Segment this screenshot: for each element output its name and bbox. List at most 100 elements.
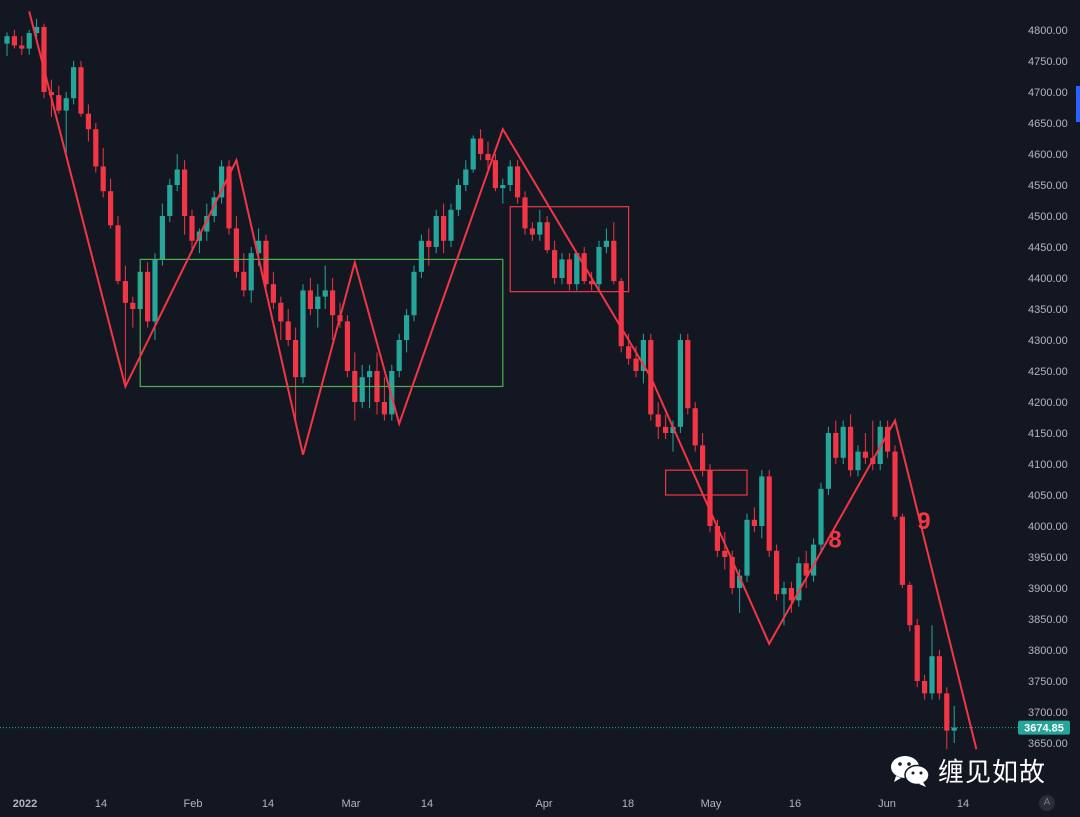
candle-body — [737, 575, 743, 588]
candle-body — [936, 656, 942, 694]
price-tick-label: 4500.00 — [1028, 211, 1068, 223]
candle — [803, 550, 809, 588]
candle — [544, 216, 550, 254]
candle — [330, 278, 336, 340]
candle-body — [71, 67, 77, 99]
candle-body — [522, 197, 528, 229]
candle — [774, 544, 780, 601]
candle — [951, 705, 957, 743]
time-tick-label: Feb — [184, 798, 203, 810]
candle-body — [256, 240, 262, 254]
candle — [759, 470, 765, 539]
price-tick-label: 4000.00 — [1028, 521, 1068, 533]
price-tick-label: 4800.00 — [1028, 25, 1068, 37]
candle-body — [529, 228, 535, 235]
time-axis[interactable]: 2022 14 Feb 14 Mar 14 Apr 18 May 16 Jun 14 — [13, 798, 969, 810]
candle — [944, 687, 950, 750]
candle — [233, 216, 239, 278]
price-tick-label: 4150.00 — [1028, 428, 1068, 440]
candle — [189, 209, 195, 254]
candle-body — [322, 290, 328, 297]
zigzag-wave-line — [28, 11, 978, 750]
candle — [322, 265, 328, 309]
price-tick-label: 4750.00 — [1028, 56, 1068, 68]
candle-body — [685, 340, 691, 409]
wave-label: 8 — [828, 527, 841, 554]
candle-body — [455, 185, 461, 210]
price-axis[interactable]: 3650.00 3700.00 3750.00 3800.00 3850.00 3900.… — [1028, 25, 1068, 750]
candle — [404, 309, 410, 353]
candle — [862, 433, 868, 464]
candle-body — [381, 402, 387, 415]
candle — [892, 445, 898, 520]
candle — [315, 284, 321, 328]
candle — [455, 178, 461, 216]
candle-body — [500, 185, 506, 189]
candle-body — [93, 129, 99, 167]
candle-body — [463, 169, 469, 185]
time-tick-label: 18 — [622, 798, 634, 810]
price-tick-label: 4600.00 — [1028, 149, 1068, 161]
right-edge-scroll-indicator[interactable] — [1076, 86, 1080, 122]
auto-scale-button[interactable]: A — [1039, 795, 1055, 811]
candle — [418, 234, 424, 278]
candle — [833, 420, 839, 464]
candle — [241, 253, 247, 297]
candle-body — [433, 216, 439, 247]
candle — [766, 470, 772, 557]
candle-body — [840, 426, 846, 458]
candle-body — [700, 445, 706, 471]
candle-body — [722, 550, 728, 557]
time-tick-label: Mar — [342, 798, 361, 810]
candle — [603, 228, 609, 254]
candle — [751, 507, 757, 533]
candle — [825, 426, 831, 495]
candle — [811, 538, 817, 582]
candle-body — [248, 253, 254, 291]
candle — [485, 141, 491, 173]
time-tick-label: May — [701, 798, 722, 810]
candle-body — [263, 240, 269, 285]
candle-body — [655, 414, 661, 427]
candle-body — [241, 271, 247, 291]
candle — [596, 240, 602, 291]
candle — [293, 327, 299, 421]
wave-labels: 89 — [828, 508, 930, 554]
candle — [470, 135, 476, 173]
candle — [922, 674, 928, 700]
candle-body — [574, 253, 580, 285]
price-tick-label: 3800.00 — [1028, 645, 1068, 657]
candle-body — [41, 26, 47, 92]
candle-body — [63, 98, 69, 111]
price-tick-label: 3700.00 — [1028, 707, 1068, 719]
candle-body — [396, 340, 402, 371]
candle-body — [56, 95, 62, 111]
candle-body — [833, 433, 839, 458]
candle-body — [19, 45, 25, 49]
price-tick-label: 3850.00 — [1028, 614, 1068, 626]
time-tick-label: 2022 — [13, 798, 37, 810]
candle-body — [626, 346, 632, 359]
candle-body — [233, 228, 239, 272]
candle-body — [219, 166, 225, 198]
candle-body — [788, 588, 794, 601]
candle — [381, 377, 387, 421]
candle — [611, 222, 617, 285]
candle-body — [359, 377, 365, 402]
candle-body — [929, 656, 935, 694]
candle-body — [825, 433, 831, 489]
candle — [899, 513, 905, 588]
candle — [663, 414, 669, 440]
candle — [478, 129, 484, 161]
price-tick-label: 4300.00 — [1028, 335, 1068, 347]
candle-body — [48, 92, 54, 96]
candle — [552, 240, 558, 285]
candle-body — [418, 240, 424, 272]
candle-body — [855, 451, 861, 471]
candle-body — [596, 247, 602, 285]
candle-body — [774, 550, 780, 595]
candle-body — [293, 340, 299, 378]
candle — [300, 284, 306, 384]
candle-body — [892, 451, 898, 517]
